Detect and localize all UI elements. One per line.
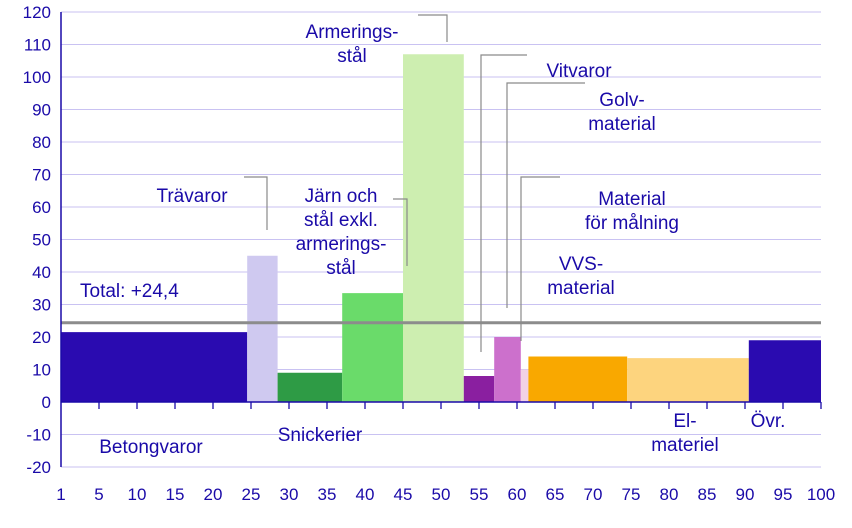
category-label-line: Järn och [305,186,378,207]
x-axis-ticks: 1 5 10 15 20 25 30 35 40 45 50 55 60 65 70 75 80 85 90 95 10… [56,402,835,504]
x-tick-label: 35 [318,485,337,504]
category-label-line: Vitvaror [546,61,612,82]
bar-ovr [748,340,821,402]
x-tick-label: 30 [280,485,299,504]
y-tick-label: -10 [26,426,51,445]
bar-jarn-och-stal-exkl-armeringsstal [342,293,403,402]
leader-line [244,176,268,230]
y-tick-label: 0 [42,393,51,412]
bar-golvmaterial [494,337,521,402]
category-label-vitvaror: Vitvaror [546,61,612,82]
x-tick-label: 95 [774,485,793,504]
y-tick-label: 120 [23,3,51,22]
category-label-line: materiel [651,435,719,456]
x-tick-label: 10 [128,485,147,504]
leader-lines [244,14,585,352]
x-tick-label: 55 [470,485,489,504]
x-tick-label: 50 [432,485,451,504]
bars [61,54,821,402]
category-label-line: material [588,114,656,135]
bar-travaror [247,255,278,402]
x-tick-label: 85 [698,485,717,504]
x-tick-label: 80 [660,485,679,504]
category-label-line: VVS- [559,254,603,275]
bar-el-material [627,358,749,402]
y-tick-label: 50 [32,231,51,250]
x-tick-label: 15 [166,485,185,504]
bar-material-for-malning [520,369,529,402]
category-label-material-for-malning: Material för målning [585,189,679,234]
bar-betongvaror [61,332,248,402]
x-tick-label: 65 [546,485,565,504]
category-label-line: Övr. [751,411,786,432]
y-tick-label: 90 [32,101,51,120]
category-label-line: Trävaror [156,186,228,207]
y-tick-label: -20 [26,458,51,477]
y-tick-label: 70 [32,166,51,185]
category-label-betongvaror: Betongvaror [99,437,203,458]
y-tick-label: 110 [24,36,51,55]
leader-line [520,176,560,341]
category-label-line: armerings- [296,234,387,255]
total-label: Total: +24,4 [80,281,179,302]
y-tick-label: 80 [32,133,51,152]
category-label-line: Armerings- [306,22,399,43]
bar-vitvaror [463,376,495,402]
category-label-line: stål [326,258,356,279]
category-label-ovr: Övr. [751,411,786,432]
leader-line [480,54,527,352]
leader-line [506,82,585,308]
x-tick-label: 60 [508,485,527,504]
x-tick-label: 100 [807,485,835,504]
y-axis-ticks: -20 -10 0 10 20 30 40 50 60 70 80 90 100 110 120 [23,3,51,477]
category-label-snickerier: Snickerier [278,425,363,446]
x-tick-label: 25 [242,485,261,504]
category-label-line: Material [598,189,666,210]
category-label-line: Golv- [599,90,644,111]
x-tick-label: 20 [204,485,223,504]
category-label-line: för målning [585,213,679,234]
x-tick-label: 45 [394,485,413,504]
x-tick-label: 40 [356,485,375,504]
category-label-line: Snickerier [278,425,363,446]
category-label-line: material [547,278,615,299]
category-label-line: Betongvaror [99,437,203,458]
y-tick-label: 30 [32,296,51,315]
x-tick-label: 75 [622,485,641,504]
x-tick-label: 70 [584,485,603,504]
category-label-line: stål exkl. [304,210,378,231]
category-label-el-material: El-materiel [651,411,719,456]
x-tick-label: 90 [736,485,755,504]
category-label-travaror: Trävaror [156,186,228,207]
x-tick-label: 5 [94,485,103,504]
bar-vvs-material [528,356,628,402]
category-label-line: stål [337,46,367,67]
category-labels: Betongvaror Trävaror Snickerier Järn och stå… [99,22,785,458]
leader-line [418,14,448,42]
category-label-vvs-material: VVS-material [547,254,615,299]
y-tick-label: 40 [32,263,51,282]
category-label-jarn-och-stal-exkl-armeringsstal: Järn och stål exkl. armerings-stål [296,186,387,279]
leader-line [393,198,408,266]
category-label-golvmaterial: Golv-material [588,90,656,135]
y-tick-label: 100 [23,68,51,87]
bar-snickerier [277,372,343,402]
category-label-line: El- [673,411,696,432]
y-tick-label: 60 [32,198,51,217]
y-tick-label: 10 [32,361,51,380]
category-label-armeringsstal: Armerings-stål [306,22,399,67]
x-tick-label: 1 [56,485,65,504]
bar-armeringsstal [403,54,464,402]
y-tick-label: 20 [32,328,51,347]
